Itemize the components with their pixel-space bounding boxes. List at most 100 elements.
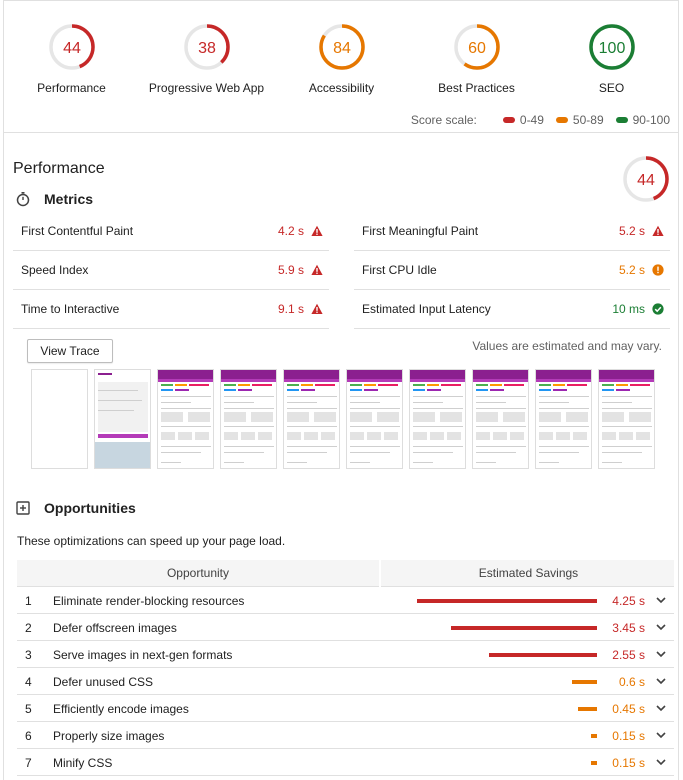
row-index: 2: [25, 621, 32, 635]
savings-bar-track: [417, 599, 597, 603]
gauge-label: Performance: [37, 81, 106, 95]
savings-bar-track: [417, 734, 597, 738]
row-index: 3: [25, 648, 32, 662]
row-name: Properly size images: [53, 729, 165, 743]
savings-bar: [417, 599, 597, 603]
chevron-down-icon[interactable]: [655, 756, 667, 768]
metric-first-cpu-idle: First CPU Idle 5.2 s: [354, 251, 670, 290]
opportunity-row[interactable]: 3 Serve images in next-gen formats 2.55 s: [17, 641, 674, 668]
scale-fail-label: 0-49: [519, 113, 544, 127]
gauge-label: Accessibility: [308, 81, 375, 95]
metric-value: 5.2 s: [618, 263, 645, 277]
opportunity-row[interactable]: 1 Eliminate render-blocking resources 4.25…: [17, 587, 674, 614]
row-savings: 0.6 s: [618, 675, 645, 689]
gauge-score: 84: [333, 40, 351, 57]
filmstrip-frame: [598, 369, 655, 469]
metric-label: Speed Index: [21, 263, 89, 277]
metric-value: 10 ms: [612, 302, 645, 316]
gauge-label: SEO: [598, 81, 625, 95]
row-name: Eliminate render-blocking resources: [53, 594, 245, 608]
opportunity-row[interactable]: 5 Efficiently encode images 0.45 s: [17, 695, 674, 722]
row-name: Serve images in next-gen formats: [53, 648, 233, 662]
filmstrip-frame: [220, 369, 277, 469]
savings-bar-track: [417, 680, 597, 684]
filmstrip-frame: [94, 369, 151, 469]
gauge-seo[interactable]: 100 SEO: [544, 1, 678, 106]
table-header: Opportunity Estimated Savings: [17, 560, 674, 587]
gauge-score: 44: [63, 40, 81, 57]
opportunity-row[interactable]: 6 Properly size images 0.15 s: [17, 722, 674, 749]
gauge-label: Progressive Web App: [148, 81, 265, 95]
savings-bar: [489, 653, 597, 657]
gauge-pwa[interactable]: 38 Progressive Web App: [139, 1, 274, 106]
view-trace-button[interactable]: View Trace: [27, 339, 113, 363]
metric-estimated-input-latency: Estimated Input Latency 10 ms: [354, 290, 670, 329]
row-savings: 0.15 s: [612, 756, 645, 770]
row-savings: 4.25 s: [612, 594, 645, 608]
performance-score: 44: [637, 172, 655, 189]
metric-value: 5.2 s: [618, 224, 645, 238]
performance-score-gauge[interactable]: 44: [622, 155, 670, 203]
scale-average: 50-89: [555, 113, 604, 127]
metric-speed-index: Speed Index 5.9 s: [13, 251, 329, 290]
savings-bar-track: [417, 626, 597, 630]
metric-label: Time to Interactive: [21, 302, 120, 316]
row-index: 7: [25, 756, 32, 770]
lighthouse-report: 44 Performance 38 Progressive Web App 84…: [3, 0, 679, 780]
gauge-accessibility[interactable]: 84 Accessibility: [274, 1, 409, 106]
row-savings: 3.45 s: [612, 621, 645, 635]
opportunity-row[interactable]: 7 Minify CSS 0.15 s: [17, 749, 674, 776]
opportunity-icon: [13, 498, 33, 518]
chevron-down-icon[interactable]: [655, 702, 667, 714]
section-title-performance: Performance: [13, 160, 105, 177]
row-index: 1: [25, 594, 32, 608]
filmstrip-frame: [31, 369, 88, 469]
filmstrip-frame: [409, 369, 466, 469]
metric-value: 4.2 s: [277, 224, 304, 238]
opportunities-title: Opportunities: [44, 500, 136, 516]
opportunity-row[interactable]: 4 Defer unused CSS 0.6 s: [17, 668, 674, 695]
pill-average-icon: [555, 117, 568, 123]
estimated-note: Values are estimated and may vary.: [472, 339, 662, 353]
gauge-best-practices[interactable]: 60 Best Practices: [409, 1, 544, 106]
chevron-down-icon[interactable]: [655, 621, 667, 633]
gauge-score: 60: [468, 40, 486, 57]
gauge-label: Best Practices: [438, 81, 515, 95]
savings-bar: [578, 707, 597, 711]
info-circle-icon: [652, 264, 664, 276]
savings-bar: [572, 680, 597, 684]
row-index: 6: [25, 729, 32, 743]
filmstrip-frame: [157, 369, 214, 469]
metric-label: First Contentful Paint: [21, 224, 134, 238]
opportunity-row[interactable]: 2 Defer offscreen images 3.45 s: [17, 614, 674, 641]
metric-label: First Meaningful Paint: [362, 224, 479, 238]
metric-value: 5.9 s: [277, 263, 304, 277]
score-gauge: 100: [588, 24, 635, 70]
metric-first-meaningful-paint: First Meaningful Paint 5.2 s: [354, 212, 670, 251]
savings-bar-track: [417, 707, 597, 711]
score-gauge: 38: [183, 24, 230, 70]
column-header-opportunity: Opportunity: [17, 560, 381, 587]
row-index: 4: [25, 675, 32, 689]
divider: [4, 132, 678, 133]
chevron-down-icon[interactable]: [655, 594, 667, 606]
opportunities-heading: Opportunities: [13, 498, 136, 518]
check-circle-icon: [652, 303, 664, 315]
scale-pass: 90-100: [615, 113, 670, 127]
warning-triangle-icon: [311, 303, 323, 315]
filmstrip-frame: [535, 369, 592, 469]
chevron-down-icon[interactable]: [655, 729, 667, 741]
scale-fail: 0-49: [502, 113, 544, 127]
gauge-performance[interactable]: 44 Performance: [4, 1, 139, 106]
column-header-savings: Estimated Savings: [478, 566, 579, 580]
savings-bar: [591, 761, 597, 765]
row-name: Defer unused CSS: [53, 675, 154, 689]
row-savings: 0.15 s: [612, 729, 645, 743]
pill-pass-icon: [615, 117, 628, 123]
chevron-down-icon[interactable]: [655, 675, 667, 687]
savings-bar: [591, 734, 597, 738]
metric-time-to-interactive: Time to Interactive 9.1 s: [13, 290, 329, 329]
metrics-heading: Metrics: [13, 189, 93, 209]
row-name: Defer offscreen images: [53, 621, 177, 635]
chevron-down-icon[interactable]: [655, 648, 667, 660]
